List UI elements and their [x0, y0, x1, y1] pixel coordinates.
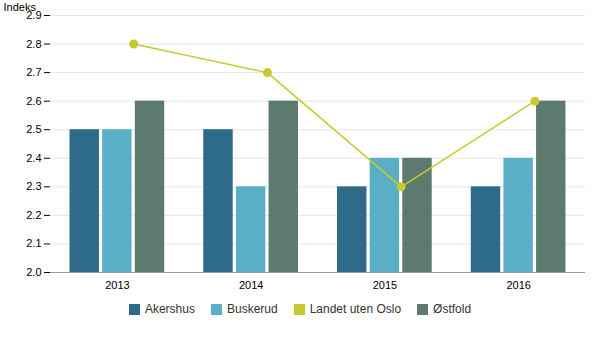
html-text:Østfold: Østfold: [433, 302, 472, 316]
svg-text:Indeks: Indeks: [4, 1, 37, 13]
html-text:Landet uten Oslo: Landet uten Oslo: [309, 302, 402, 316]
svg-text:2.8: 2.8: [26, 38, 41, 50]
svg-text:2.1: 2.1: [26, 237, 41, 249]
svg-text:2.7: 2.7: [26, 66, 41, 78]
svg-text:2015: 2015: [373, 279, 397, 291]
svg-text:2013: 2013: [105, 279, 129, 291]
html-text:Akershus: Akershus: [144, 302, 195, 316]
html-text:Buskerud: Buskerud: [227, 302, 278, 316]
svg-text:2014: 2014: [239, 279, 263, 291]
svg-text:2.5: 2.5: [26, 123, 41, 135]
svg-text:2.3: 2.3: [26, 180, 41, 192]
svg-text:2.6: 2.6: [26, 95, 41, 107]
svg-text:2.0: 2.0: [26, 266, 41, 278]
svg-text:2016: 2016: [506, 279, 530, 291]
svg-text:2.9: 2.9: [26, 9, 42, 21]
svg-text:2.2: 2.2: [26, 209, 41, 221]
svg-text:2.4: 2.4: [26, 152, 41, 164]
